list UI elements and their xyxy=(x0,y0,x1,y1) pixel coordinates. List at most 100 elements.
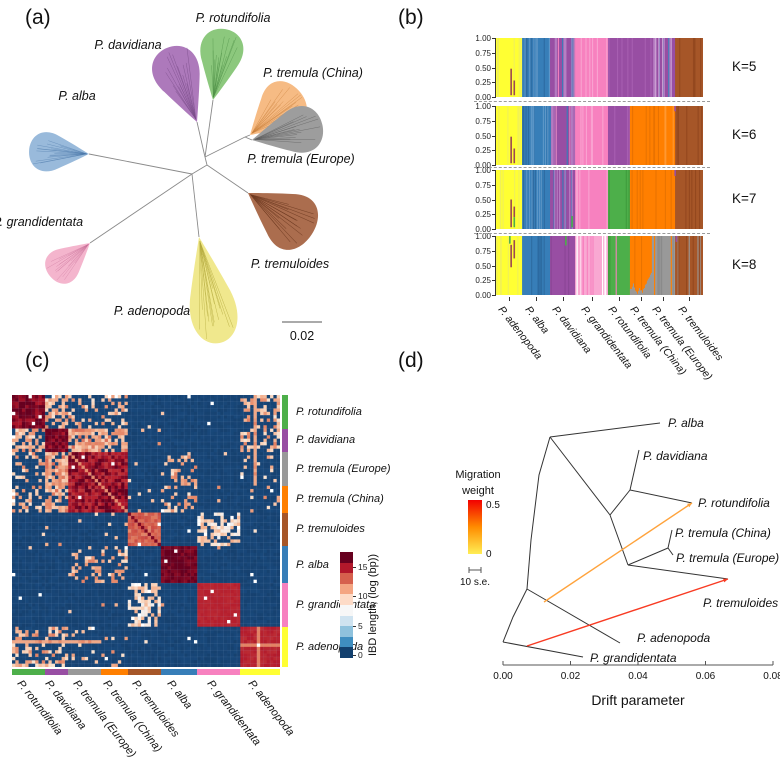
species-axis-tick xyxy=(640,297,642,301)
column-side-color xyxy=(45,669,69,675)
admixture-bars-k7 xyxy=(496,170,703,229)
heatmap-column-label: P. alba xyxy=(164,678,195,712)
column-side-color xyxy=(101,669,128,675)
y-axis-tick-label: 1.00 xyxy=(475,34,491,43)
colorbar-tick-label: 15 xyxy=(358,561,368,572)
drift-tree-edge xyxy=(526,588,621,644)
column-side-color xyxy=(127,669,161,675)
y-axis-line xyxy=(495,170,496,229)
k-value-label: K=5 xyxy=(732,59,757,74)
clade-label: P. davidiana xyxy=(94,38,161,52)
clade-label: P. tremula (China) xyxy=(263,66,363,80)
y-axis-tick xyxy=(492,229,496,230)
row-side-color xyxy=(282,485,288,513)
clade-p--grandidentata xyxy=(45,243,90,284)
y-axis-tick xyxy=(492,52,496,54)
migration-legend-title-2: weight xyxy=(461,485,494,497)
drift-tip-label: P. tremula (China) xyxy=(675,526,771,540)
y-axis-tick xyxy=(492,165,496,166)
drift-tree-edge xyxy=(502,641,584,658)
heatmap-row-label: P. grandidentata xyxy=(296,598,376,611)
colorbar-segment xyxy=(340,636,353,648)
migration-arrowhead xyxy=(723,578,728,583)
heatmap-row-label: P. davidiana xyxy=(296,434,356,447)
row-side-color xyxy=(282,626,288,667)
y-axis-tick-label: 0.25 xyxy=(475,78,491,88)
clade-p--davidiana xyxy=(152,45,200,122)
y-axis-tick xyxy=(492,280,496,282)
y-axis-tick xyxy=(492,199,496,201)
y-axis-tick xyxy=(492,236,496,237)
y-axis-tick-label: 0.00 xyxy=(475,161,491,170)
column-side-color xyxy=(12,669,46,675)
colorbar-segment xyxy=(340,562,353,574)
panel-b-letter: (b) xyxy=(398,6,424,29)
colorbar-tick xyxy=(353,596,356,598)
drift-tree-edge xyxy=(502,436,551,643)
colorbar-tick xyxy=(353,655,356,657)
clade-label: P. alba xyxy=(58,89,95,103)
y-axis-tick xyxy=(492,170,496,171)
colorbar-segment xyxy=(340,552,353,564)
k-value-label: K=7 xyxy=(732,191,757,206)
species-axis-tick xyxy=(536,297,538,301)
drift-tip-label: P. adenopoda xyxy=(637,631,711,645)
phylogenetic-tree-panel: P. rotundifolia P. davidiana P. tremula (C… xyxy=(0,11,363,344)
column-side-color xyxy=(160,669,198,675)
tree-branch xyxy=(88,153,193,175)
migration-legend-min: 0 xyxy=(486,549,492,560)
y-axis-tick-label: 0.75 xyxy=(475,116,491,126)
drift-tree-edge xyxy=(667,547,674,556)
y-axis-tick-label: 0.75 xyxy=(475,48,491,58)
y-axis-tick-label: 0.50 xyxy=(475,195,491,205)
y-axis-tick-label: 0.75 xyxy=(475,246,491,256)
admixture-bars-k8 xyxy=(496,236,703,295)
drift-tip-label: P. rotundifolia xyxy=(698,496,770,510)
k-value-label: K=8 xyxy=(732,257,757,272)
panel-a-letter: (a) xyxy=(25,6,51,29)
clade-p--adenopoda xyxy=(189,237,238,344)
tree-branch xyxy=(204,156,208,166)
colorbar-axis-label: IBD length, (log (bp)) xyxy=(367,553,379,657)
colorbar-tick-label: 5 xyxy=(358,620,363,631)
drift-tip-label: P. grandidentata xyxy=(590,651,677,665)
heatmap-row-label: P. rotundifolia xyxy=(296,405,362,418)
column-side-color xyxy=(68,669,102,675)
row-side-color xyxy=(282,428,288,453)
drift-tip-label: P. alba xyxy=(668,416,704,430)
tree-branch xyxy=(244,136,253,141)
drift-tree-edge xyxy=(667,529,673,549)
y-axis-tick-label: 1.00 xyxy=(475,232,491,241)
clade-p--rotundifolia xyxy=(200,28,244,100)
tree-branch xyxy=(191,173,200,238)
tree-branch xyxy=(204,136,246,158)
admixture-bars-k6 xyxy=(496,106,703,165)
heatmap-row-label: P. alba xyxy=(296,558,329,571)
row-side-color xyxy=(282,546,288,584)
y-axis-line xyxy=(495,106,496,165)
clade-label: P. rotundifolia xyxy=(196,11,271,25)
heatmap-row-label: P. tremula (China) xyxy=(296,493,384,506)
y-axis-tick-label: 0.75 xyxy=(475,180,491,190)
row-separator xyxy=(474,167,710,168)
drift-tree-edge xyxy=(627,547,669,566)
tree-branch xyxy=(244,134,251,138)
drift-tree-edge xyxy=(549,436,611,516)
tree-branch xyxy=(191,164,208,175)
y-axis-tick-label: 0.00 xyxy=(475,225,491,234)
y-axis-tick-label: 0.50 xyxy=(475,63,491,73)
colorbar-segment xyxy=(340,583,353,595)
row-side-color xyxy=(282,452,288,486)
y-axis-tick xyxy=(492,184,496,186)
migration-arrowhead xyxy=(687,503,692,508)
se-label: 10 s.e. xyxy=(460,577,490,588)
migration-legend-max: 0.5 xyxy=(486,500,500,511)
colorbar-segment xyxy=(340,615,353,627)
clade-p--tremuloides xyxy=(248,193,319,250)
tree-branch xyxy=(206,164,249,194)
migration-edge xyxy=(526,578,729,647)
species-axis-tick xyxy=(618,297,620,301)
clade-label: P. tremula (Europe) xyxy=(247,152,354,166)
migration-weight-gradient xyxy=(468,500,482,554)
